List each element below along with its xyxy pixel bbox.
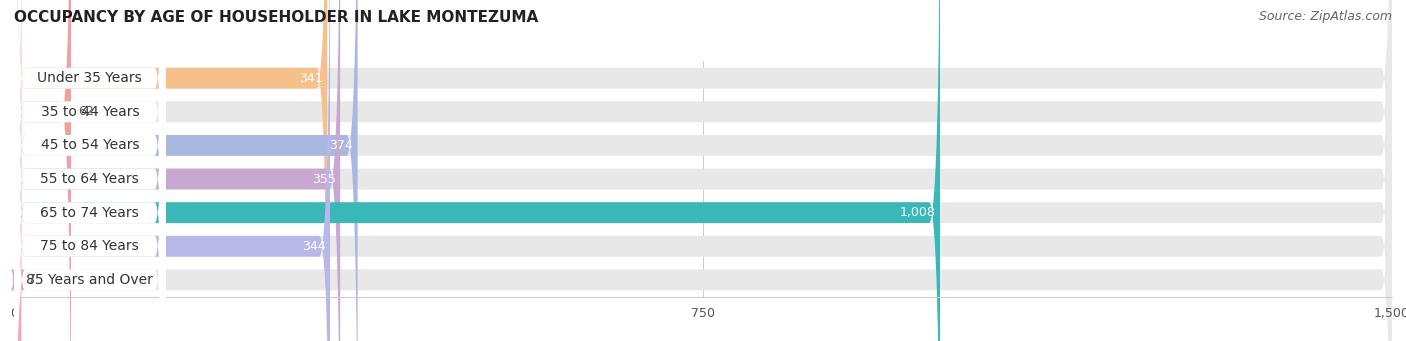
FancyBboxPatch shape bbox=[14, 0, 1392, 341]
FancyBboxPatch shape bbox=[14, 0, 1392, 341]
FancyBboxPatch shape bbox=[14, 0, 166, 341]
FancyBboxPatch shape bbox=[14, 0, 1392, 341]
Text: 374: 374 bbox=[329, 139, 353, 152]
Text: 7: 7 bbox=[28, 273, 35, 286]
Text: 85 Years and Over: 85 Years and Over bbox=[27, 273, 153, 287]
FancyBboxPatch shape bbox=[10, 0, 25, 341]
Text: OCCUPANCY BY AGE OF HOUSEHOLDER IN LAKE MONTEZUMA: OCCUPANCY BY AGE OF HOUSEHOLDER IN LAKE … bbox=[14, 10, 538, 25]
Text: 1,008: 1,008 bbox=[900, 206, 935, 219]
Text: 355: 355 bbox=[312, 173, 336, 186]
FancyBboxPatch shape bbox=[14, 0, 941, 341]
Text: 45 to 54 Years: 45 to 54 Years bbox=[41, 138, 139, 152]
FancyBboxPatch shape bbox=[14, 0, 166, 341]
Text: 62: 62 bbox=[79, 105, 94, 118]
FancyBboxPatch shape bbox=[14, 0, 340, 341]
FancyBboxPatch shape bbox=[14, 0, 1392, 341]
Text: 344: 344 bbox=[302, 240, 325, 253]
FancyBboxPatch shape bbox=[14, 0, 328, 341]
FancyBboxPatch shape bbox=[14, 0, 166, 341]
Text: Source: ZipAtlas.com: Source: ZipAtlas.com bbox=[1258, 10, 1392, 23]
FancyBboxPatch shape bbox=[14, 0, 1392, 341]
FancyBboxPatch shape bbox=[14, 0, 357, 341]
FancyBboxPatch shape bbox=[14, 0, 166, 341]
FancyBboxPatch shape bbox=[14, 0, 166, 341]
Text: 65 to 74 Years: 65 to 74 Years bbox=[41, 206, 139, 220]
FancyBboxPatch shape bbox=[14, 0, 1392, 341]
FancyBboxPatch shape bbox=[14, 0, 166, 341]
Text: 35 to 44 Years: 35 to 44 Years bbox=[41, 105, 139, 119]
FancyBboxPatch shape bbox=[14, 0, 1392, 341]
Text: 341: 341 bbox=[299, 72, 323, 85]
FancyBboxPatch shape bbox=[14, 0, 72, 341]
FancyBboxPatch shape bbox=[14, 0, 330, 341]
Text: 55 to 64 Years: 55 to 64 Years bbox=[41, 172, 139, 186]
FancyBboxPatch shape bbox=[14, 0, 166, 341]
Text: Under 35 Years: Under 35 Years bbox=[38, 71, 142, 85]
Text: 75 to 84 Years: 75 to 84 Years bbox=[41, 239, 139, 253]
